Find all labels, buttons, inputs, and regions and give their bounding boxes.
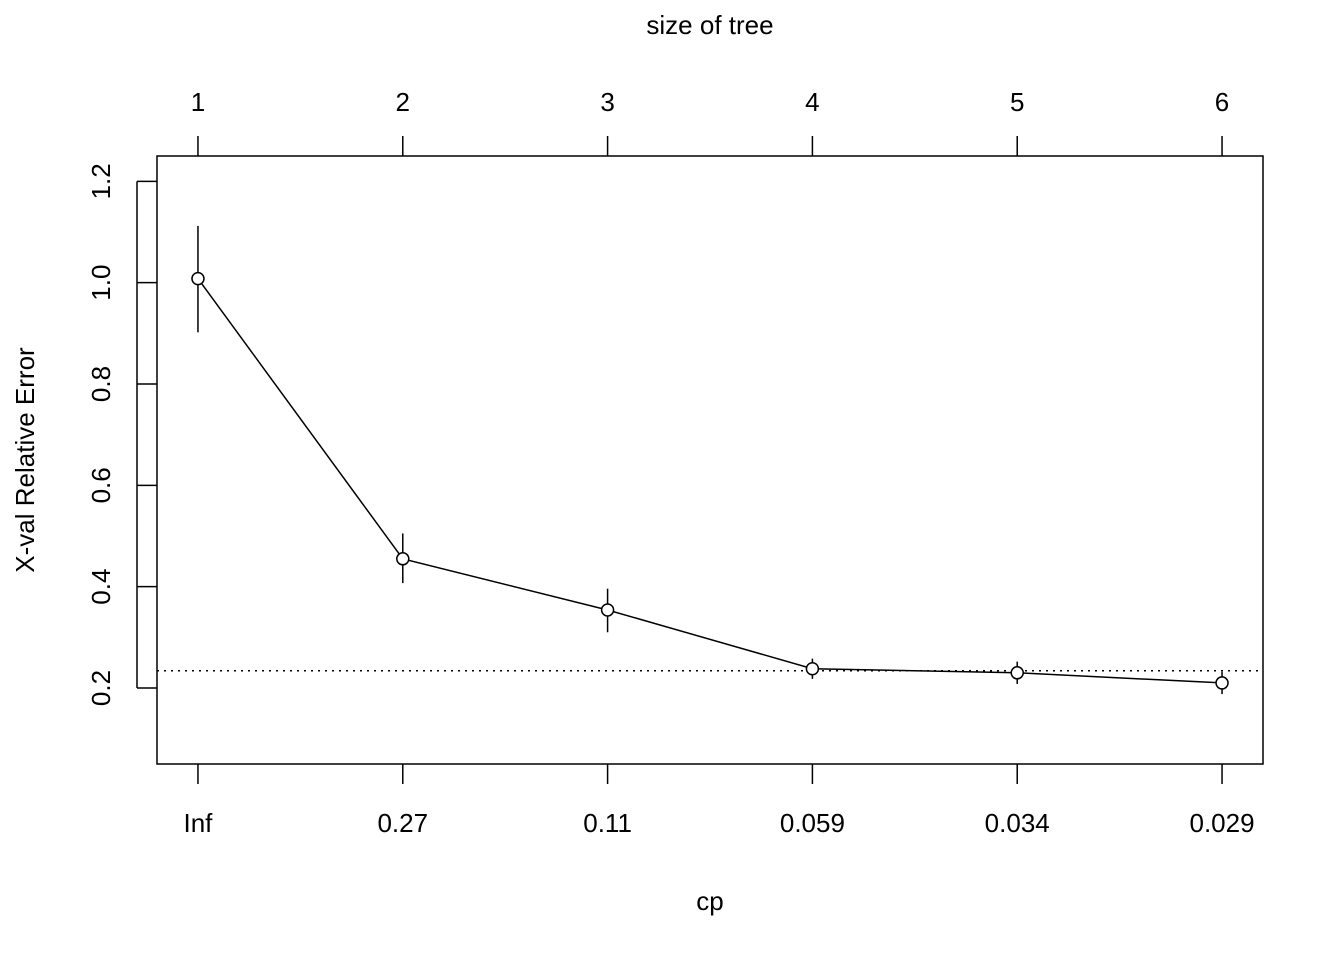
data-point	[1215, 676, 1229, 690]
left-tick-label: 0.2	[86, 670, 116, 706]
bottom-tick-label: 0.029	[1189, 808, 1254, 838]
bottom-tick-label: 0.27	[377, 808, 428, 838]
data-point	[396, 552, 410, 566]
plot-box	[156, 155, 1264, 765]
chart-title: size of tree	[646, 10, 773, 40]
top-tick-label: 1	[191, 87, 205, 117]
bottom-tick-label: Inf	[184, 808, 214, 838]
data-point	[1010, 666, 1024, 680]
bottom-axis: Inf 0.27 0.11 0.059 0.034 0.029	[184, 764, 1255, 838]
series-line-layer	[197, 278, 1223, 684]
top-tick-label: 5	[1010, 87, 1024, 117]
data-point	[600, 603, 615, 617]
series-line	[197, 278, 1223, 684]
left-tick-label: 1.0	[86, 265, 116, 301]
left-axis: 0.2 0.4 0.6 0.8 1.0 1.2	[86, 163, 157, 706]
top-tick-label: 4	[805, 87, 819, 117]
x-axis-label: cp	[696, 886, 723, 916]
bottom-tick-label: 0.059	[780, 808, 845, 838]
top-tick-label: 2	[396, 87, 410, 117]
points-layer	[191, 271, 1229, 690]
data-point	[191, 271, 205, 286]
top-tick-label: 3	[600, 87, 614, 117]
bottom-tick-label: 0.034	[985, 808, 1050, 838]
top-axis: 1 2 3 4 5 6	[191, 87, 1229, 156]
y-axis-label: X-val Relative Error	[10, 347, 40, 573]
error-bars-layer	[197, 225, 1223, 695]
bottom-tick-label: 0.11	[583, 808, 632, 838]
left-tick-label: 1.2	[86, 163, 116, 199]
left-tick-label: 0.6	[86, 467, 116, 503]
left-tick-label: 0.4	[86, 569, 116, 605]
top-tick-label: 6	[1215, 87, 1229, 117]
data-point	[805, 661, 820, 676]
left-tick-label: 0.8	[86, 366, 116, 402]
